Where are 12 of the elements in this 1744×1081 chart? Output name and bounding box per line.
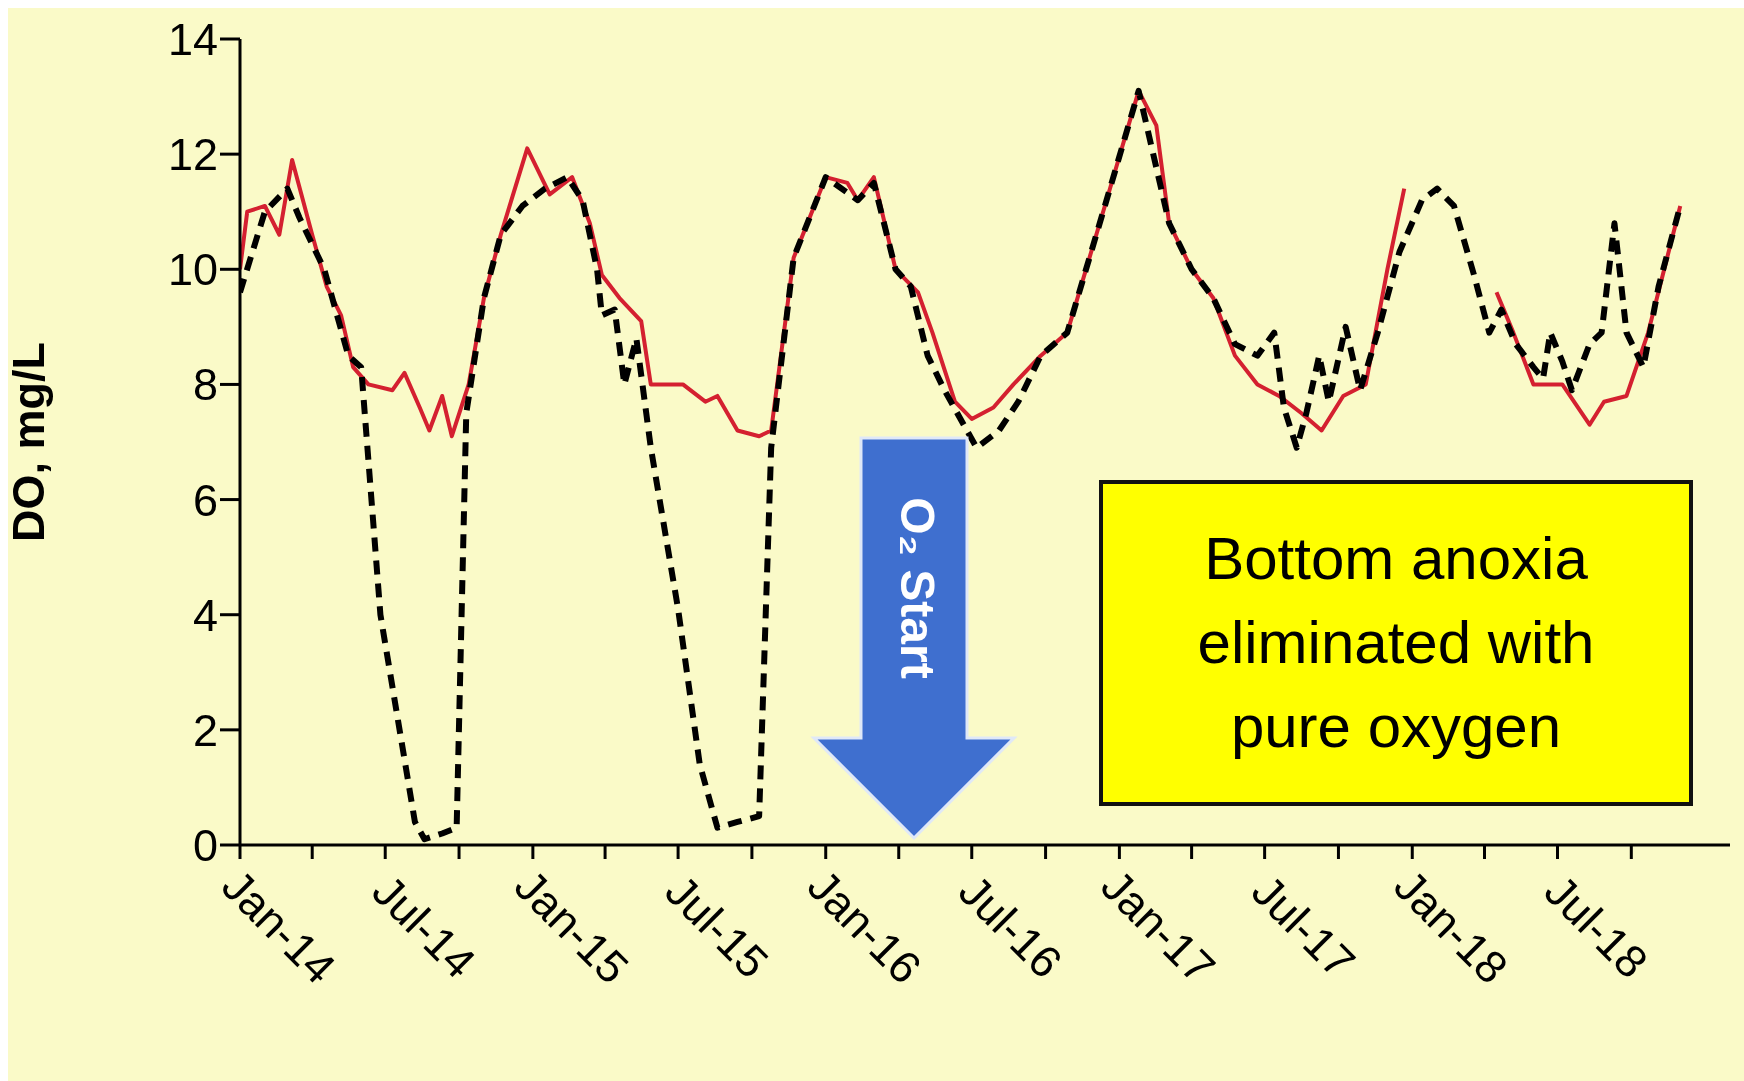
note-box: Bottom anoxia eliminated with pure oxygen <box>1099 480 1693 806</box>
y-tick-label: 8 <box>192 359 218 411</box>
down-arrow: O₂ Start <box>810 436 1018 841</box>
y-tick-label: 14 <box>167 13 218 65</box>
y-tick-label: 6 <box>192 474 218 526</box>
y-tick-label: 12 <box>167 129 218 181</box>
y-tick-label: 10 <box>167 244 218 296</box>
annotation: O₂ Start <box>891 497 945 679</box>
y-tick-label: 4 <box>192 589 218 641</box>
y-tick-label: 2 <box>192 704 218 756</box>
y-tick-label: 0 <box>192 819 218 871</box>
y-axis-title: DO, mg/L <box>2 342 54 542</box>
